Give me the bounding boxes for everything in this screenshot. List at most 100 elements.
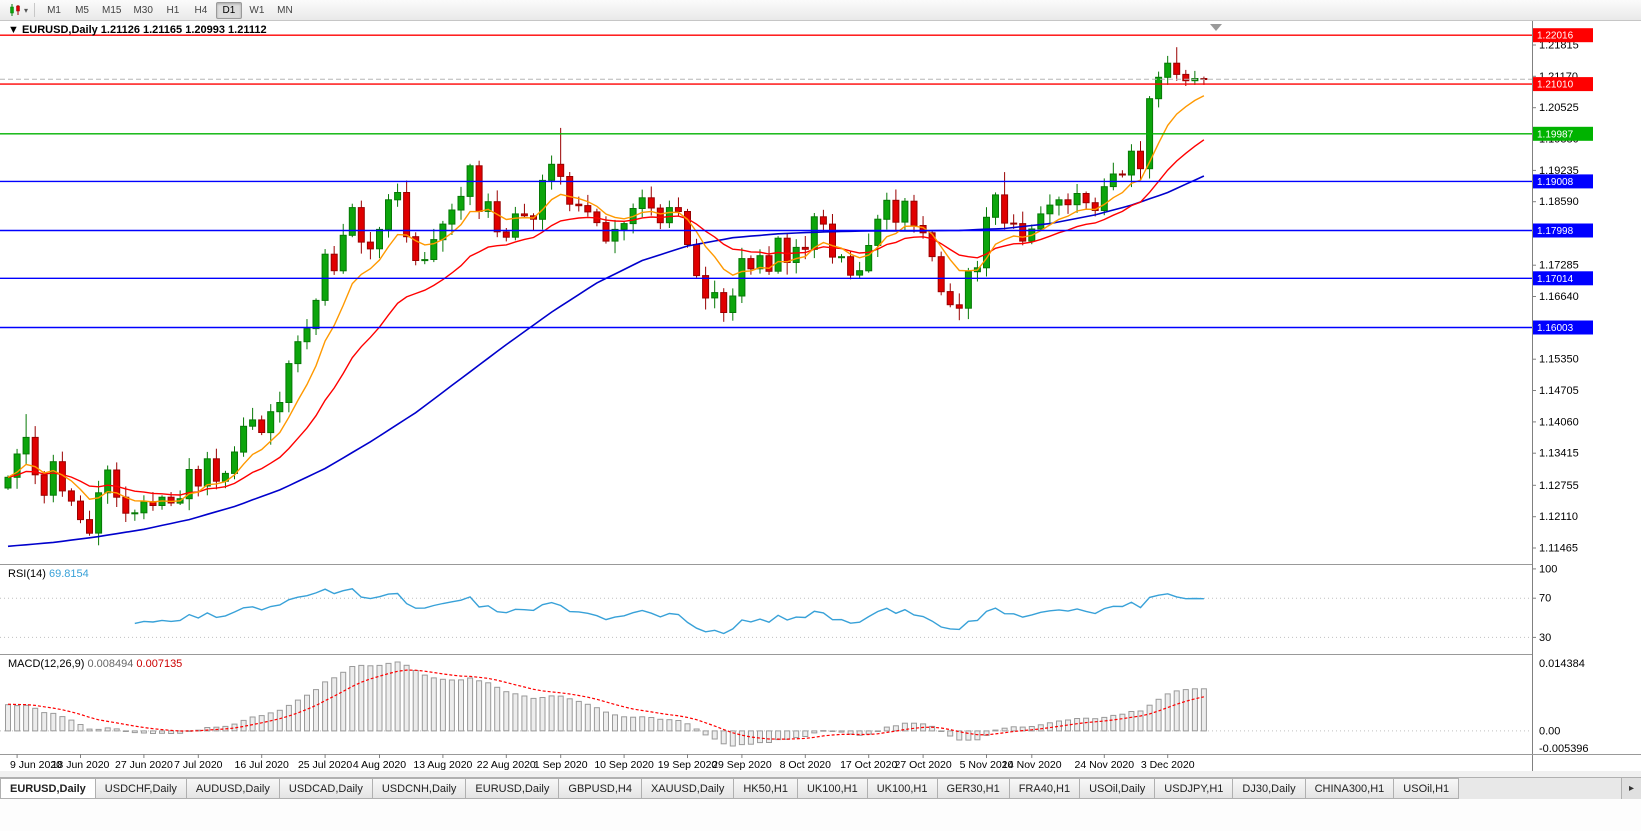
macd-histogram-bar (267, 712, 274, 732)
chart-tab-0-eurusd-daily[interactable]: EURUSD,Daily (0, 778, 96, 799)
timeframe-button-m5[interactable]: M5 (75, 4, 89, 16)
candle-body (847, 256, 855, 276)
candle-body (1173, 62, 1181, 75)
macd-histogram-bar (883, 726, 890, 732)
chart-tab-6-gbpusd-h4[interactable]: GBPUSD,H4 (559, 778, 642, 799)
timeframe-button-w1[interactable]: W1 (249, 4, 265, 16)
candle-body (983, 216, 990, 269)
macd-histogram-bar (331, 677, 338, 732)
macd-histogram-bar (358, 664, 365, 732)
date-label: 4 Aug 2020 (353, 759, 406, 771)
candle-body (819, 216, 827, 225)
chart-tab-3-usdcad-daily[interactable]: USDCAD,Daily (279, 778, 373, 799)
macd-histogram-bar (657, 718, 664, 732)
chart-ohlc-header: ▼ EURUSD,Daily 1.21126 1.21165 1.20993 1… (8, 24, 267, 36)
candle-body (520, 213, 528, 217)
macd-histogram-bar (494, 686, 501, 732)
macd-histogram-bar (458, 679, 464, 732)
chart-tab-15-dj30-daily[interactable]: DJ30,Daily (1233, 778, 1306, 799)
chart-tab-13-usoil-daily[interactable]: USOil,Daily (1080, 778, 1156, 799)
tabs-scroll-right-button[interactable]: ▸ (1621, 778, 1641, 799)
price-tag-1.19987 (1533, 126, 1593, 141)
date-label: 7 Jul 2020 (174, 759, 223, 771)
candle-body (584, 205, 592, 213)
date-label: 3 Dec 2020 (1141, 759, 1195, 771)
candle-body (366, 241, 374, 250)
price-tick-label: 1.13415 (1539, 448, 1579, 460)
macd-histogram-bar (41, 712, 48, 732)
macd-histogram-bar (5, 704, 11, 732)
candle-body (1046, 204, 1054, 215)
candle-body (457, 195, 465, 211)
date-label: 5 Nov 2020 (960, 759, 1014, 771)
macd-histogram-bar (177, 730, 184, 734)
chart-symbol-button[interactable]: ▾ (4, 2, 32, 18)
chart-canvas[interactable]: ▼ EURUSD,Daily 1.21126 1.21165 1.20993 1… (0, 21, 1641, 771)
date-label: 18 Jun 2020 (52, 759, 110, 771)
rsi-line (134, 588, 1204, 635)
time-axis[interactable] (0, 754, 1532, 771)
candle-body (1164, 62, 1172, 78)
candle-body (665, 207, 673, 224)
candle-body (104, 469, 112, 494)
price-axis[interactable] (1532, 21, 1641, 771)
timeframe-button-h1[interactable]: H1 (166, 4, 180, 16)
macd-label: MACD(12,26,9) 0.008494 0.007135 (8, 658, 182, 670)
window-gap-strip (0, 771, 1641, 777)
candle-body (249, 419, 257, 427)
chart-tab-11-ger30-h1[interactable]: GER30,H1 (937, 778, 1010, 799)
candle-body (946, 291, 954, 306)
macd-histogram-bar (1010, 726, 1017, 732)
chart-tab-9-uk100-h1[interactable]: UK100,H1 (797, 778, 868, 799)
macd-histogram-bar (131, 730, 138, 734)
timeframe-button-m1[interactable]: M1 (47, 4, 61, 16)
timeframe-button-d1[interactable]: D1 (215, 1, 242, 19)
price-tag-label: 1.22016 (1537, 31, 1574, 42)
timeframe-button-m15[interactable]: M15 (102, 4, 122, 16)
candle-body (711, 292, 719, 299)
macd-histogram-bar (593, 707, 600, 732)
candle-body (539, 179, 546, 220)
chart-tab-8-hk50-h1[interactable]: HK50,H1 (734, 778, 798, 799)
chart-window[interactable]: ▼ EURUSD,Daily 1.21126 1.21165 1.20993 1… (0, 21, 1641, 771)
macd-histogram-bar (1173, 690, 1180, 732)
timeframe-button-h4[interactable]: H4 (194, 4, 208, 16)
candle-body (1019, 223, 1027, 242)
rsi-label: RSI(14) 69.8154 (8, 568, 89, 580)
candle-body (113, 469, 121, 498)
candle-body (357, 207, 365, 243)
candle-body (1037, 213, 1045, 230)
chart-tab-2-audusd-daily[interactable]: AUDUSD,Daily (186, 778, 280, 799)
macd-histogram-bar (847, 730, 854, 735)
price-tag-label: 1.17014 (1537, 274, 1574, 285)
timeframe-button-m30[interactable]: M30 (133, 4, 153, 16)
chart-tab-7-xauusd-daily[interactable]: XAUUSD,Daily (641, 778, 735, 799)
candle-body (330, 253, 338, 272)
macd-histogram-bar (584, 703, 591, 732)
bottom-strip (0, 799, 1641, 831)
candle-body (4, 476, 12, 489)
candle-body (240, 425, 248, 453)
macd-histogram-bar (412, 670, 419, 732)
chart-tab-4-usdcnh-daily[interactable]: USDCNH,Daily (372, 778, 467, 799)
timeframe-button-mn[interactable]: MN (277, 4, 293, 16)
macd-histogram-bar (965, 730, 972, 741)
chart-tab-10-uk100-h1[interactable]: UK100,H1 (867, 778, 938, 799)
chart-tab-5-eurusd-daily[interactable]: EURUSD,Daily (466, 778, 560, 799)
candle-body (475, 165, 483, 213)
chart-tab-14-usdjpy-h1[interactable]: USDJPY,H1 (1155, 778, 1234, 799)
macd-histogram-bar (14, 705, 21, 732)
candle-body (122, 496, 130, 514)
price-tick-label: 1.12755 (1539, 480, 1579, 492)
chart-tab-12-fra40-h1[interactable]: FRA40,H1 (1009, 778, 1081, 799)
macd-histogram-bar (385, 662, 392, 732)
macd-histogram-bar (892, 725, 899, 732)
candle-body (13, 453, 21, 478)
chart-tab-17-usoil-h1[interactable]: USOil,H1 (1394, 778, 1460, 799)
candle-body (1073, 193, 1081, 206)
chart-tab-1-usdchf-daily[interactable]: USDCHF,Daily (95, 778, 187, 799)
chart-shift-marker[interactable] (1210, 24, 1222, 31)
candle-body (955, 304, 963, 309)
chart-tab-16-china300-h1[interactable]: CHINA300,H1 (1305, 778, 1395, 799)
macd-histogram-bar (557, 695, 564, 732)
